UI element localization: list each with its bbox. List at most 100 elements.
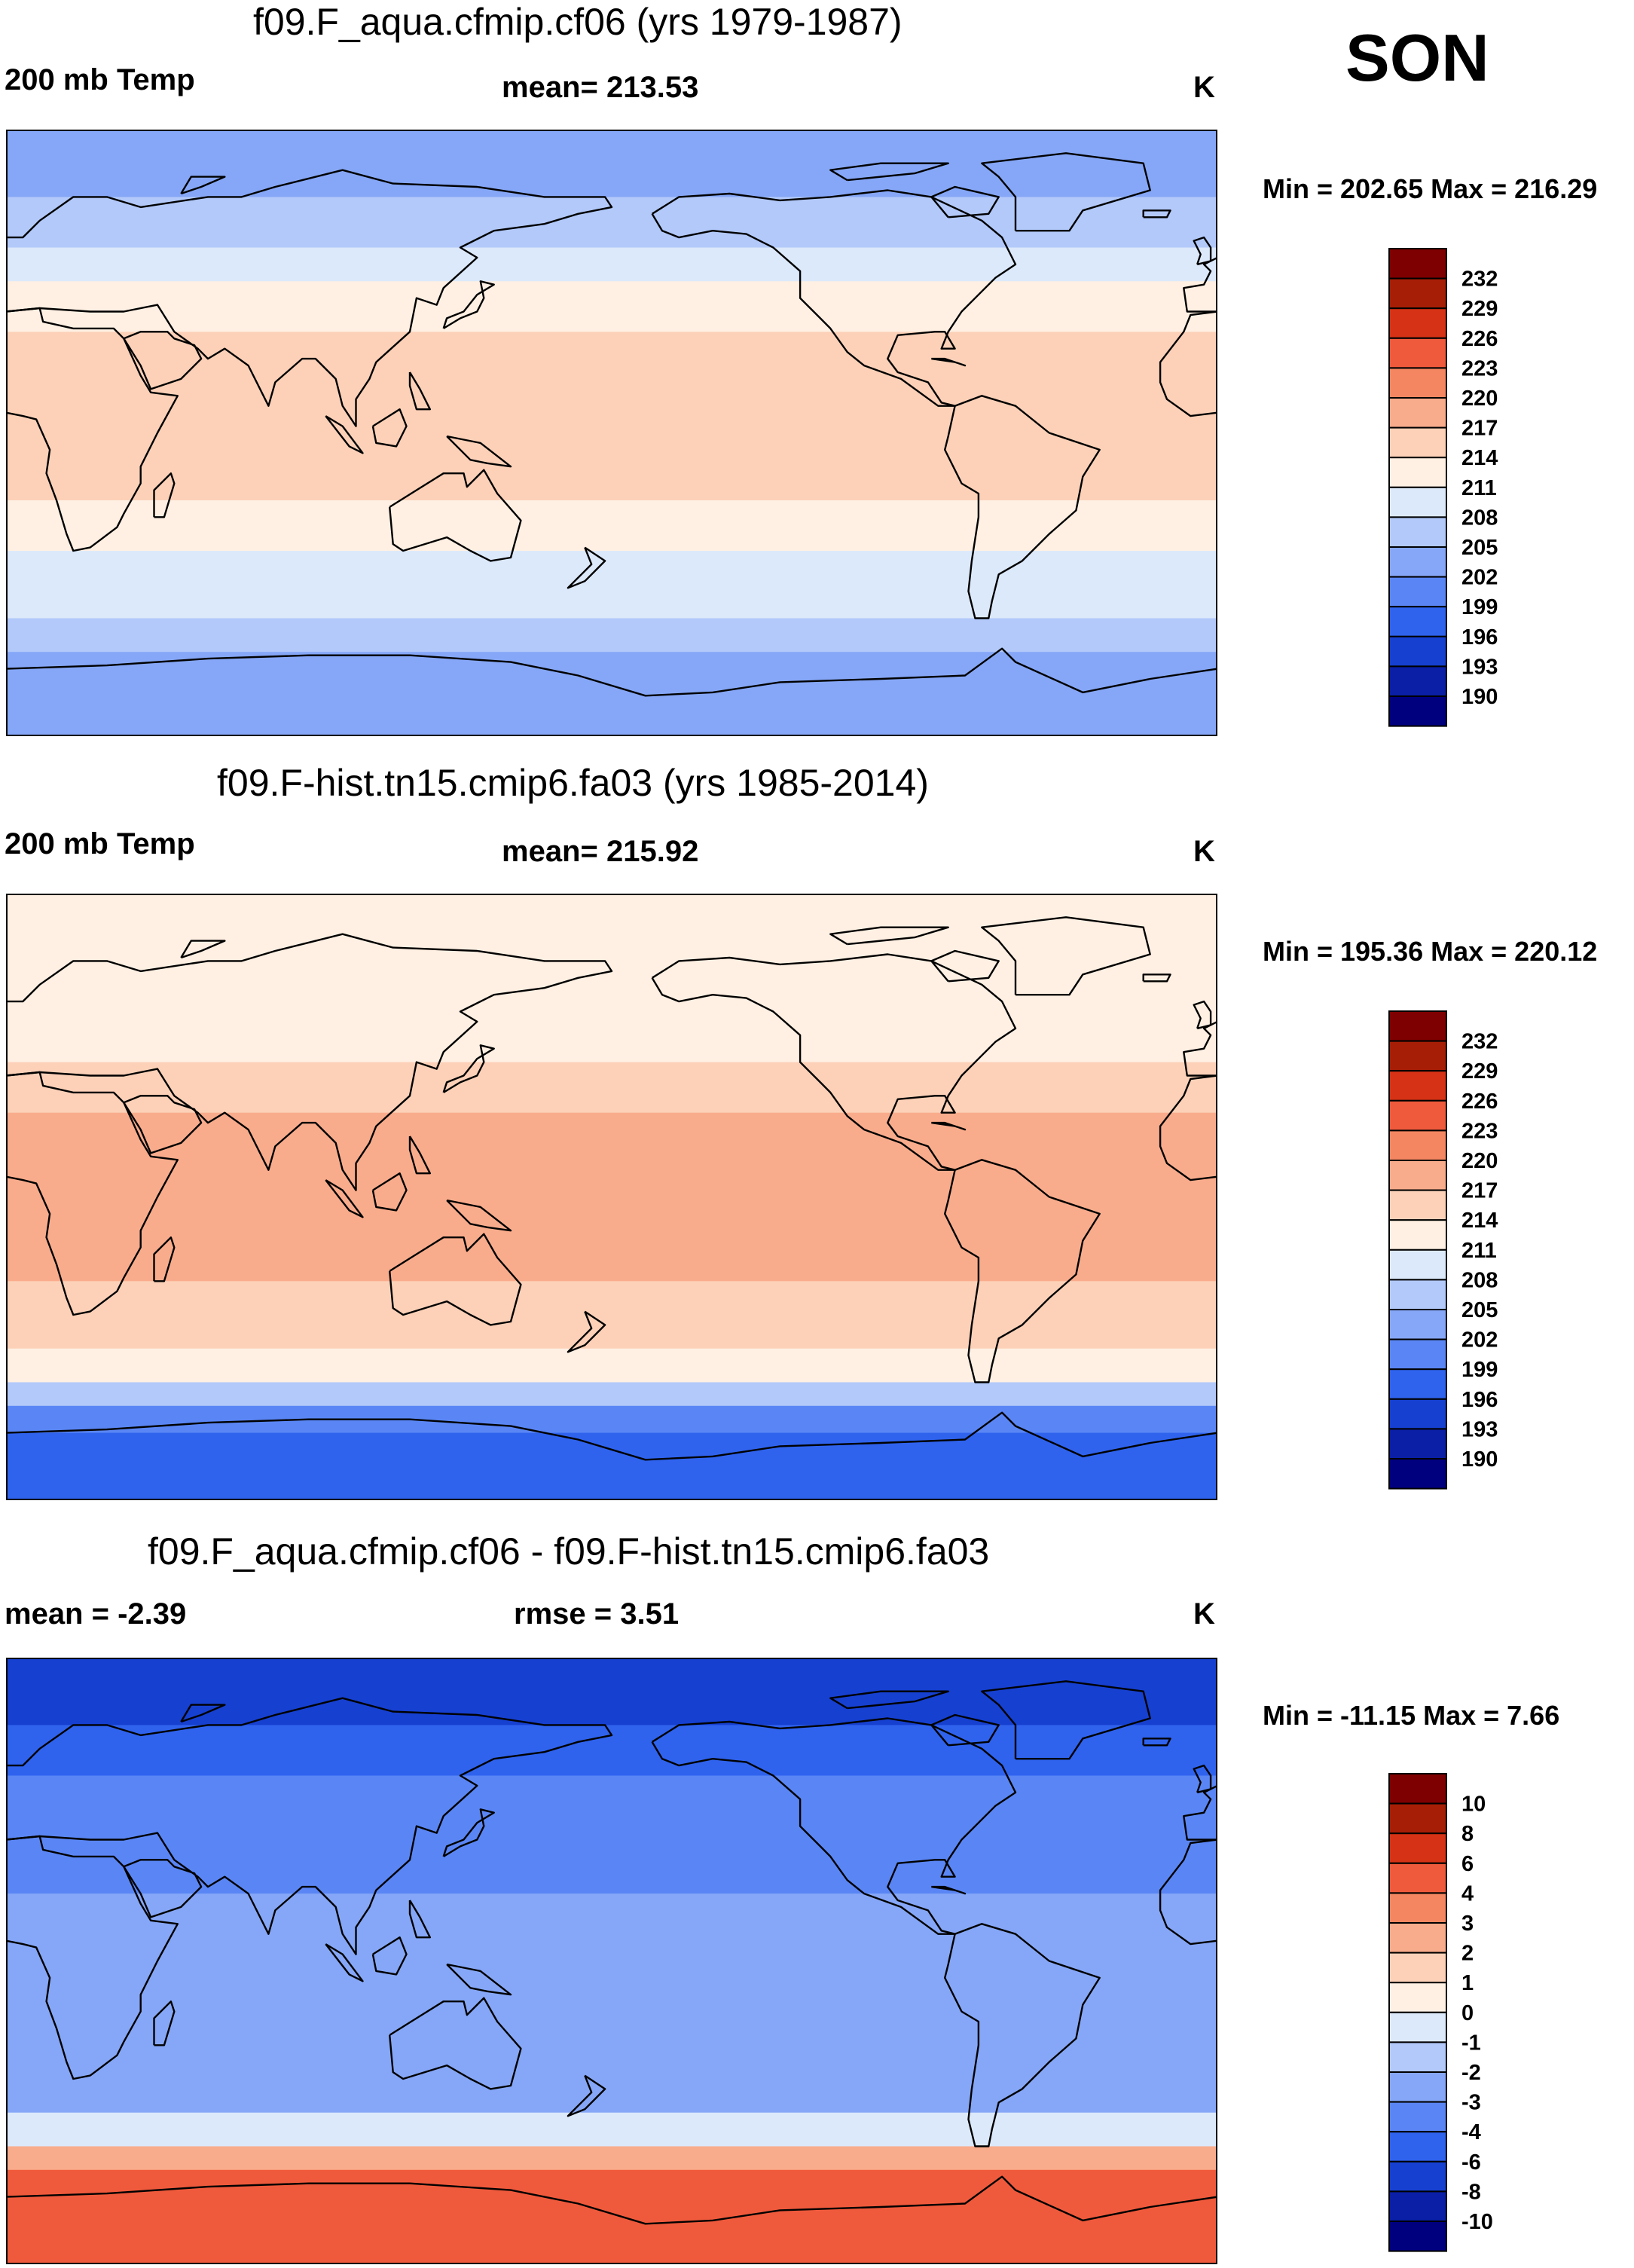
colorbar-tick-label: 196: [1461, 625, 1498, 650]
contour-band: [6, 2169, 1217, 2264]
coastline-south-america: [943, 1159, 1101, 1383]
coastline-madagascar: [153, 1236, 176, 1282]
coastline-eurasia: [6, 933, 613, 1191]
contour-band: [6, 1725, 1217, 1777]
contour-band: [6, 1658, 1217, 1725]
coastline-australia: [389, 1997, 522, 2090]
coastline-australia: [389, 1233, 522, 1326]
coastline-sumatra: [325, 1179, 364, 1218]
colorbar-tick-label: 202: [1461, 1328, 1498, 1353]
colorbar-box: [1388, 1892, 1447, 1924]
colorbar-tick-label: -2: [1461, 2061, 1481, 2085]
colorbar-tick-label: 199: [1461, 1358, 1498, 1382]
colorbar-tick-label: -8: [1461, 2180, 1481, 2204]
colorbar-tick-label: 202: [1461, 566, 1498, 590]
coastline-greenland: [981, 1680, 1151, 1760]
colorbar-tick-label: 205: [1461, 1298, 1498, 1322]
colorbar-svg: 190 193 196 199 202 205 208 211 214 217 220 223 226 2…: [1388, 1010, 1498, 1490]
coastline-north-america: [651, 1717, 1017, 1935]
contour-band: [6, 1062, 1217, 1114]
contour-band: [6, 332, 1217, 501]
colorbar-tick-label: 208: [1461, 506, 1498, 530]
coastline-new-zealand: [567, 2074, 606, 2117]
colorbar-box: [1388, 1040, 1447, 1072]
colorbar-box: [1388, 367, 1447, 399]
contour-band: [6, 894, 1217, 995]
colorbar-tick-label: 217: [1461, 417, 1498, 441]
coastline-iceland: [1142, 1738, 1171, 1747]
colorbar-box: [1388, 337, 1447, 369]
coastline-philippines: [408, 371, 431, 411]
colorbar-box: [1388, 1338, 1447, 1371]
colorbar-box: [1388, 1922, 1447, 1954]
coastline-europe-west: [1183, 1784, 1217, 1841]
coastline-iceland: [1142, 974, 1171, 983]
season-label: SON: [1345, 20, 1489, 95]
colorbar-tick-label: 3: [1461, 1912, 1474, 1936]
coastline-eurasia: [6, 169, 613, 427]
colorbar-box: [1388, 2101, 1447, 2133]
colorbar-box: [1388, 248, 1447, 280]
contour-band: [6, 1281, 1217, 1349]
contour-band: [6, 1348, 1217, 1383]
contour-band: [6, 2112, 1217, 2147]
coastline-arctic-isl: [829, 1690, 949, 1710]
panel3-rmse: rmse = 3.51: [514, 1597, 680, 1631]
panel1-variable: 200 mb Temp: [5, 63, 195, 96]
colorbar-tick-label: 2: [1461, 1942, 1474, 1966]
colorbar-box: [1388, 2190, 1447, 2223]
coastline-north-america: [651, 953, 1017, 1171]
contour-band: [6, 1405, 1217, 1434]
contour-band: [6, 1894, 1217, 1961]
coastline-sumatra: [325, 1943, 364, 1982]
coastline-africa: [6, 1835, 179, 2080]
colorbar-tick-label: 10: [1461, 1793, 1486, 1817]
colorbar-box: [1388, 1832, 1447, 1864]
colorbar-tick-label: 208: [1461, 1268, 1498, 1292]
coastline-britain: [1193, 236, 1212, 266]
colorbar-tick-label: 199: [1461, 595, 1498, 619]
coastline-antarctica: [6, 2175, 1217, 2225]
panel2-colorbar: 190 193 196 199 202 205 208 211 214 217 220 223 226 2…: [1388, 1010, 1553, 1490]
colorbar-box: [1388, 1219, 1447, 1251]
contour-band: [6, 1432, 1217, 1500]
coastline-africa-west: [1159, 1074, 1217, 1181]
contour-band: [6, 130, 1217, 197]
colorbar-box: [1388, 1010, 1447, 1042]
coastline-cuba: [931, 1121, 967, 1131]
colorbar-box: [1388, 2221, 1447, 2252]
coastline-australia: [389, 469, 522, 562]
colorbar-box: [1388, 2011, 1447, 2043]
panel1-mean: mean= 213.53: [502, 71, 699, 104]
coastline-antarctica: [6, 647, 1217, 697]
colorbar-box: [1388, 1428, 1447, 1460]
colorbar-box: [1388, 1099, 1447, 1132]
colorbar-tick-label: 205: [1461, 536, 1498, 560]
coastline-britain: [1193, 1000, 1212, 1030]
colorbar-tick-label: 232: [1461, 267, 1498, 292]
coastline-arabia: [123, 1859, 203, 1918]
map-canvas: [6, 130, 1217, 736]
colorbar-box: [1388, 1773, 1447, 1805]
contour-band: [6, 1826, 1217, 1894]
coastline-madagascar: [153, 2001, 176, 2046]
colorbar-tick-label: 1: [1461, 1971, 1474, 1995]
coastline-cuba: [931, 1885, 967, 1895]
coastline-new-zealand: [567, 1310, 606, 1353]
colorbar-box: [1388, 457, 1447, 488]
coastline-svalbard-nz: [180, 176, 226, 195]
coastline-arabia: [123, 1095, 203, 1154]
colorbar-box: [1388, 635, 1447, 668]
colorbar-box: [1388, 2131, 1447, 2163]
coastline-new-zealand: [567, 546, 606, 589]
colorbar-tick-label: 6: [1461, 1852, 1474, 1876]
coastline-borneo: [371, 1172, 408, 1212]
contour-band: [6, 247, 1217, 282]
coastline-philippines: [408, 1136, 431, 1175]
panel3-colorbar: -10 -8 -6 -4 -3 -2 -1 0 1 2 3 4 6 8 10: [1388, 1772, 1553, 2253]
panel3-units: K: [1193, 1597, 1215, 1631]
colorbar-tick-label: 193: [1461, 655, 1498, 679]
coastline-cuba: [931, 357, 967, 367]
colorbar-tick-label: 226: [1461, 327, 1498, 351]
colorbar-box: [1388, 397, 1447, 429]
